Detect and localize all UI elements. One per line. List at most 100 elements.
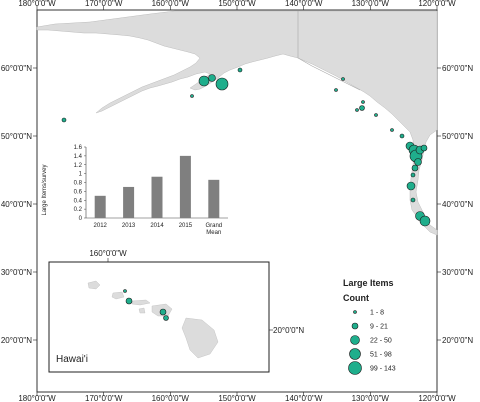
- lat-label-left: 40°0'0"N: [1, 200, 32, 209]
- legend-label: 99 - 143: [370, 366, 396, 373]
- lat-label-left: 50°0'0"N: [1, 132, 32, 141]
- legend-subtitle: Count: [343, 293, 369, 303]
- bar: [94, 195, 106, 218]
- lon-label-top: 150°0'0"W: [218, 0, 256, 8]
- site-marker: [414, 158, 422, 166]
- site-marker: [190, 94, 194, 98]
- bar-chart-background: [60, 142, 232, 244]
- kauai-island: [87, 280, 101, 290]
- legend-title: Large Items: [343, 278, 394, 288]
- bar-chart-bars: [94, 155, 220, 218]
- bar-chart-y-tick-label: 1.6: [74, 145, 83, 151]
- legend-label: 22 - 50: [370, 338, 392, 345]
- legend-label: 9 - 21: [370, 324, 388, 331]
- lon-label-top: 160°0'0"W: [152, 0, 190, 8]
- lat-label-right: 30°0'0"N: [442, 268, 473, 277]
- lon-label-bottom: 140°0'0"W: [285, 394, 323, 402]
- site-marker: [159, 308, 167, 316]
- lon-label-bottom: 120°0'0"W: [418, 394, 456, 402]
- bar-chart-y-tick-label: 1.4: [74, 154, 83, 160]
- north-america-land: [36, 10, 438, 236]
- site-marker: [123, 289, 127, 293]
- site-marker: [208, 74, 216, 82]
- bar: [123, 186, 135, 218]
- molokai-island: [131, 299, 151, 306]
- bar: [208, 179, 220, 218]
- site-marker: [374, 113, 378, 117]
- hawaii-inset-lon-label: 160°0'0"W: [89, 249, 127, 258]
- site-marker: [163, 315, 169, 321]
- bar-chart-y-tick-label: 0.6: [74, 189, 83, 195]
- hawaii-site-markers: [123, 289, 169, 321]
- lat-label-right: 40°0'0"N: [442, 200, 473, 209]
- site-marker: [198, 75, 210, 87]
- site-marker: [359, 105, 365, 111]
- bar-chart-y-tick-label: 0.8: [74, 181, 83, 187]
- legend-label: 1 - 8: [370, 310, 384, 317]
- site-marker: [410, 197, 416, 203]
- bar-chart-y-tick-label: 0: [79, 216, 83, 222]
- bar-chart-y-tick-label: 1: [79, 172, 83, 178]
- site-marker: [237, 67, 243, 73]
- bar-chart-y-tick-label: 1.2: [74, 163, 83, 169]
- lon-label-top: 120°0'0"W: [418, 0, 456, 8]
- site-marker: [411, 164, 419, 172]
- site-marker: [361, 100, 365, 104]
- bar-chart-y-tick-label: 0.2: [74, 207, 83, 213]
- bar-chart-x-tick-label: Mean: [206, 230, 221, 236]
- site-marker: [125, 297, 133, 305]
- site-marker: [419, 215, 431, 227]
- legend-label: 51 - 98: [370, 352, 392, 359]
- site-marker: [399, 133, 405, 139]
- lon-label-top: 180°0'0"W: [18, 0, 56, 8]
- hawaii-inset: 160°0'0"W 20°0'0"N Hawai'i: [48, 249, 304, 373]
- legend-symbol: [350, 335, 360, 345]
- survey-site-markers: [61, 67, 431, 227]
- oahu-island: [111, 291, 125, 300]
- bar-chart-x-tick-label: 2014: [150, 223, 164, 229]
- legend-items: 1 - 8 9 - 21 22 - 50 51 - 98 99 - 143: [348, 310, 396, 375]
- site-marker: [215, 77, 229, 91]
- big-island: [181, 317, 219, 359]
- site-marker: [341, 77, 345, 81]
- legend-symbol: [348, 361, 362, 375]
- site-marker: [355, 108, 359, 112]
- legend: Large Items Count 1 - 8 9 - 21 22 - 50 51 -…: [343, 278, 396, 375]
- bar: [151, 176, 163, 218]
- legend-symbol: [349, 348, 361, 360]
- lat-label-left: 60°0'0"N: [1, 64, 32, 73]
- site-marker: [420, 144, 428, 152]
- bar-chart-y-tick-label: 0.4: [74, 198, 83, 204]
- lat-label-right: 50°0'0"N: [442, 132, 473, 141]
- bar-chart-ylabel: Large Items/survey: [42, 164, 48, 215]
- legend-symbol: [351, 322, 359, 330]
- lat-label-left: 20°0'0"N: [1, 336, 32, 345]
- site-marker: [410, 172, 416, 178]
- site-marker: [406, 181, 416, 191]
- hawaii-islands: [87, 280, 219, 359]
- lat-label-right: 20°0'0"N: [442, 336, 473, 345]
- lon-label-bottom: 130°0'0"W: [352, 394, 390, 402]
- hawaii-inset-label: Hawai'i: [56, 354, 88, 365]
- lon-label-bottom: 180°0'0"W: [18, 394, 56, 402]
- bar-chart-x-tick-label: 2015: [179, 223, 193, 229]
- site-marker: [390, 128, 394, 132]
- lanai-island: [138, 307, 146, 314]
- bar: [179, 155, 191, 218]
- lon-label-bottom: 170°0'0"W: [85, 394, 123, 402]
- bar-chart: Large Items/survey 0 0.2 0.4 0.6 0.8 1 1.2 1.4 1…: [42, 142, 232, 244]
- site-marker: [334, 88, 338, 92]
- legend-symbol: [353, 310, 357, 314]
- lon-label-top: 170°0'0"W: [85, 0, 123, 8]
- alaska-canada-border: [297, 11, 361, 91]
- lon-label-top: 130°0'0"W: [352, 0, 390, 8]
- lon-label-bottom: 160°0'0"W: [152, 394, 190, 402]
- hawaii-inset-lat-label: 20°0'0"N: [273, 326, 304, 335]
- hawaii-inset-frame: [48, 261, 270, 373]
- lon-label-top: 140°0'0"W: [285, 0, 323, 8]
- lon-label-bottom: 150°0'0"W: [218, 394, 256, 402]
